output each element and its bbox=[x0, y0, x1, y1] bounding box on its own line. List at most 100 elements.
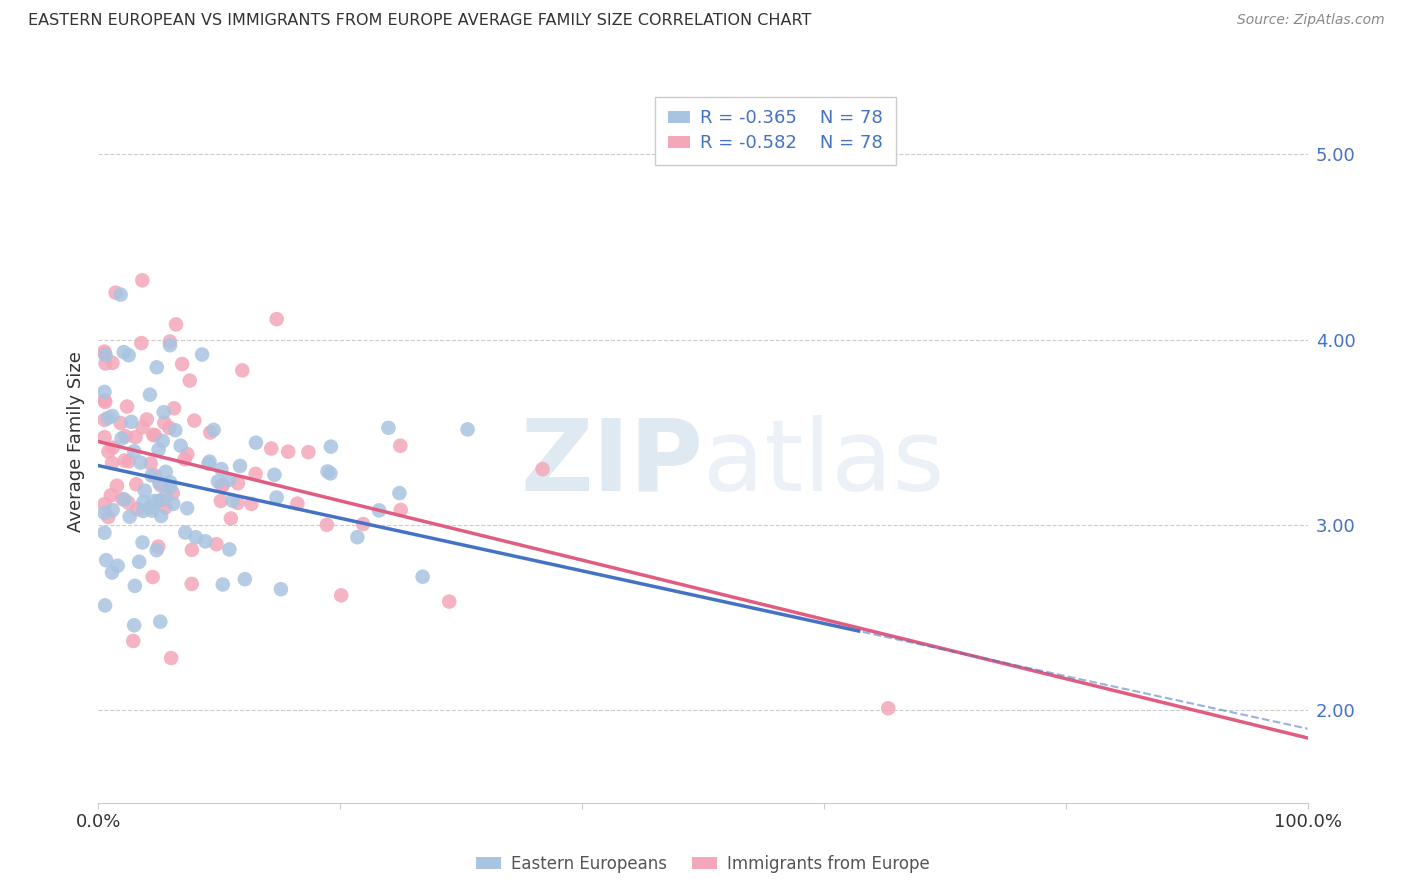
Point bbox=[141, 504, 163, 518]
Point bbox=[368, 503, 391, 517]
Point bbox=[877, 701, 900, 715]
Point bbox=[122, 618, 145, 632]
Point bbox=[152, 405, 174, 419]
Text: Source: ZipAtlas.com: Source: ZipAtlas.com bbox=[1237, 13, 1385, 28]
Point bbox=[207, 475, 229, 489]
Text: ZIP: ZIP bbox=[520, 415, 703, 512]
Point bbox=[150, 508, 173, 523]
Point bbox=[233, 572, 256, 586]
Point bbox=[226, 476, 249, 491]
Point bbox=[157, 421, 180, 435]
Point bbox=[93, 384, 115, 399]
Point bbox=[221, 493, 243, 508]
Point bbox=[346, 530, 368, 544]
Point bbox=[94, 395, 117, 409]
Point bbox=[114, 453, 136, 467]
Point bbox=[101, 356, 124, 370]
Point bbox=[319, 467, 342, 481]
Point bbox=[129, 456, 152, 470]
Point bbox=[94, 356, 117, 370]
Point bbox=[101, 503, 124, 517]
Point bbox=[200, 425, 222, 440]
Point bbox=[118, 348, 141, 362]
Point bbox=[212, 478, 235, 492]
Point bbox=[316, 465, 339, 479]
Point bbox=[143, 494, 166, 508]
Point bbox=[93, 413, 115, 427]
Point bbox=[111, 431, 134, 445]
Point bbox=[93, 525, 115, 540]
Point bbox=[93, 497, 115, 511]
Point bbox=[131, 420, 153, 434]
Point bbox=[218, 542, 240, 557]
Point bbox=[141, 468, 163, 483]
Point bbox=[93, 344, 115, 359]
Point bbox=[209, 494, 232, 508]
Point bbox=[118, 509, 141, 524]
Point bbox=[155, 465, 177, 479]
Point bbox=[266, 312, 288, 326]
Point bbox=[93, 430, 115, 444]
Point bbox=[111, 491, 134, 506]
Point bbox=[198, 455, 221, 469]
Point bbox=[191, 347, 214, 361]
Point bbox=[180, 577, 202, 591]
Point bbox=[240, 497, 263, 511]
Point bbox=[389, 503, 412, 517]
Point bbox=[352, 516, 374, 531]
Point bbox=[179, 374, 201, 388]
Text: EASTERN EUROPEAN VS IMMIGRANTS FROM EUROPE AVERAGE FAMILY SIZE CORRELATION CHART: EASTERN EUROPEAN VS IMMIGRANTS FROM EURO… bbox=[28, 13, 811, 29]
Point bbox=[122, 444, 145, 458]
Point bbox=[100, 488, 122, 502]
Point bbox=[125, 477, 148, 491]
Point bbox=[197, 457, 219, 471]
Point bbox=[110, 287, 132, 301]
Point bbox=[131, 336, 153, 351]
Point bbox=[155, 500, 177, 515]
Point bbox=[145, 360, 167, 375]
Point bbox=[127, 502, 149, 516]
Point bbox=[184, 530, 207, 544]
Point bbox=[142, 570, 165, 584]
Point bbox=[209, 462, 232, 476]
Point bbox=[211, 478, 233, 492]
Point bbox=[139, 387, 162, 401]
Point bbox=[531, 462, 554, 476]
Point bbox=[139, 500, 162, 515]
Point bbox=[153, 416, 176, 430]
Point bbox=[124, 579, 146, 593]
Point bbox=[112, 492, 135, 507]
Point bbox=[94, 553, 117, 567]
Point bbox=[148, 442, 170, 457]
Point bbox=[134, 483, 156, 498]
Point bbox=[162, 486, 184, 500]
Point bbox=[105, 479, 128, 493]
Point bbox=[132, 495, 155, 509]
Text: atlas: atlas bbox=[703, 415, 945, 512]
Point bbox=[94, 348, 117, 362]
Point bbox=[263, 467, 285, 482]
Point bbox=[124, 430, 146, 444]
Point bbox=[131, 273, 153, 287]
Point bbox=[131, 535, 153, 549]
Point bbox=[159, 475, 181, 490]
Point bbox=[110, 416, 132, 430]
Point bbox=[101, 456, 124, 470]
Point bbox=[183, 414, 205, 428]
Point bbox=[94, 599, 117, 613]
Point bbox=[132, 504, 155, 518]
Point bbox=[231, 363, 253, 377]
Point bbox=[297, 445, 319, 459]
Point bbox=[159, 338, 181, 352]
Point bbox=[117, 496, 139, 510]
Point bbox=[97, 509, 120, 524]
Point bbox=[176, 447, 198, 461]
Point bbox=[122, 634, 145, 648]
Point bbox=[115, 400, 138, 414]
Point bbox=[218, 473, 240, 487]
Point bbox=[112, 345, 135, 359]
Point bbox=[457, 422, 479, 436]
Point bbox=[160, 651, 183, 665]
Point bbox=[93, 346, 115, 360]
Point bbox=[163, 401, 186, 416]
